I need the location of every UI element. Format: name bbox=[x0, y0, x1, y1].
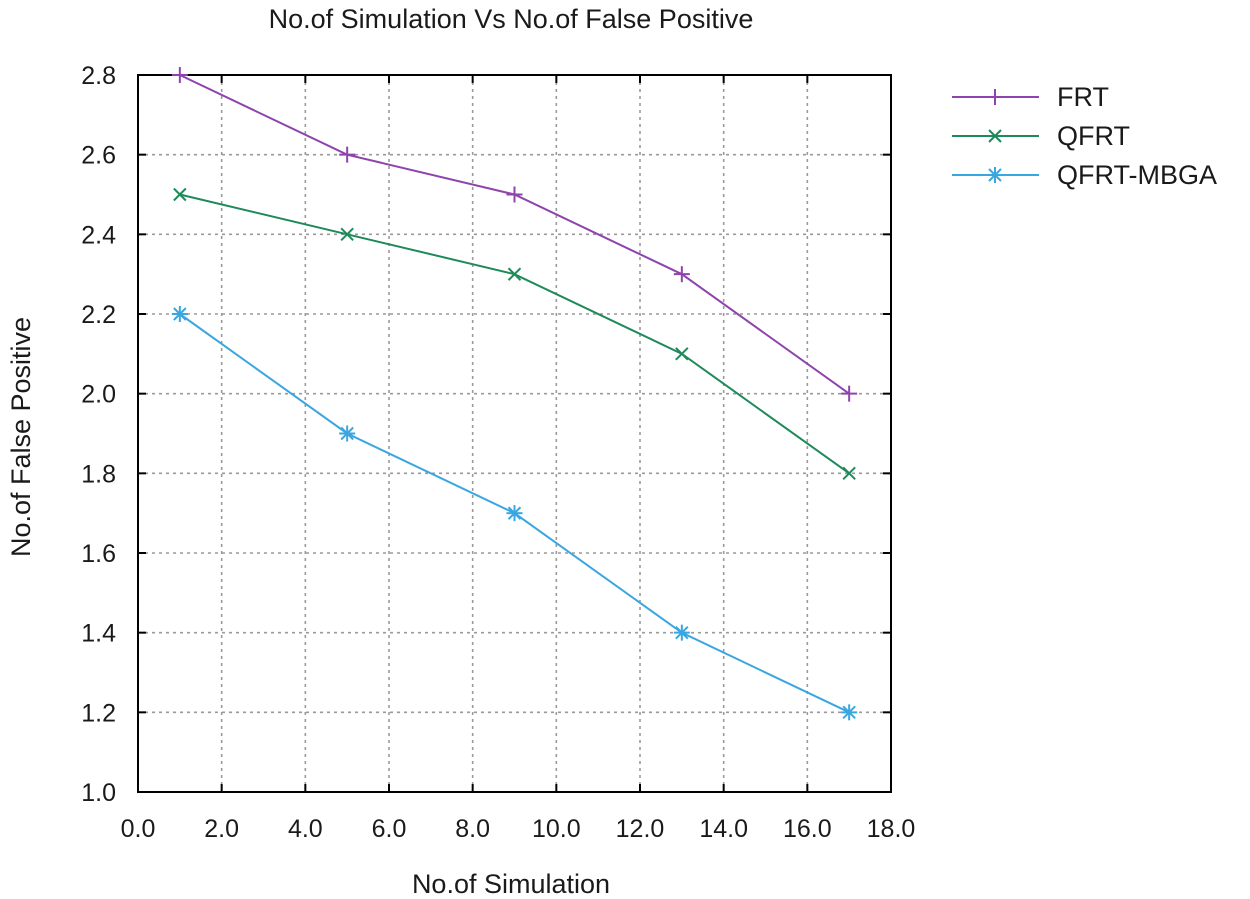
data-point-qfrt bbox=[340, 227, 354, 242]
data-point-qfrt-mbga bbox=[506, 505, 523, 522]
x-tick-label: 16.0 bbox=[783, 815, 832, 843]
legend-marker bbox=[987, 89, 1003, 105]
x-tick-label: 4.0 bbox=[288, 815, 323, 843]
series-qfrt-mbga bbox=[171, 306, 858, 721]
y-tick-label: 1.8 bbox=[81, 460, 116, 488]
y-axis-label: No.of False Positive bbox=[6, 317, 36, 557]
x-tick-label: 6.0 bbox=[372, 815, 407, 843]
x-tick-label: 0.0 bbox=[121, 815, 156, 843]
x-axis-label: No.of Simulation bbox=[412, 869, 610, 899]
series-qfrt bbox=[173, 187, 856, 481]
legend-label: FRT bbox=[1057, 82, 1109, 112]
data-point-frt bbox=[171, 67, 188, 83]
legend-marker bbox=[988, 129, 1002, 143]
data-point-frt bbox=[339, 146, 356, 163]
y-tick-label: 2.4 bbox=[81, 221, 116, 249]
x-tick-label: 8.0 bbox=[455, 815, 490, 843]
series-lines bbox=[171, 67, 858, 721]
data-point-qfrt-mbga bbox=[841, 704, 858, 721]
legend-item-qfrt-mbga: QFRT-MBGA bbox=[952, 160, 1217, 190]
axis-ticks bbox=[137, 74, 892, 793]
y-tick-label: 1.4 bbox=[81, 620, 116, 648]
data-point-qfrt bbox=[173, 187, 187, 202]
data-point-qfrt bbox=[507, 267, 522, 281]
y-tick-label: 1.0 bbox=[81, 779, 116, 807]
data-point-qfrt bbox=[842, 466, 856, 481]
data-point-qfrt-mbga bbox=[171, 306, 188, 322]
y-tick-label: 2.0 bbox=[81, 381, 116, 409]
legend-item-frt: FRT bbox=[952, 82, 1109, 112]
chart-title: No.of Simulation Vs No.of False Positive bbox=[269, 4, 754, 34]
grid-lines bbox=[138, 75, 891, 792]
legend-item-qfrt: QFRT bbox=[952, 121, 1130, 151]
series-line-qfrt bbox=[179, 193, 850, 475]
x-tick-label: 14.0 bbox=[699, 815, 748, 843]
legend-label: QFRT bbox=[1057, 121, 1130, 151]
tick-labels: 0.0 2.0 4.0 6.0 8.0 10.0 12.0 14.0 16.0 18.0 1.0 1.… bbox=[81, 62, 915, 843]
y-tick-label: 2.2 bbox=[81, 301, 116, 329]
y-tick-label: 1.6 bbox=[81, 540, 116, 568]
y-tick-label: 1.2 bbox=[81, 699, 116, 727]
x-tick-label: 18.0 bbox=[867, 815, 916, 843]
data-point-qfrt-mbga bbox=[339, 425, 356, 442]
data-point-qfrt-mbga bbox=[673, 624, 690, 641]
data-point-frt bbox=[673, 266, 690, 283]
data-point-frt bbox=[506, 186, 523, 203]
legend-marker bbox=[987, 167, 1003, 183]
plot-frame bbox=[137, 74, 892, 793]
data-point-qfrt bbox=[675, 347, 689, 361]
series-frt bbox=[171, 67, 858, 402]
y-tick-label: 2.6 bbox=[81, 142, 116, 170]
legend: FRT QFRT QFRT-MBGA bbox=[952, 82, 1217, 190]
x-tick-label: 10.0 bbox=[532, 815, 581, 843]
y-tick-label: 2.8 bbox=[81, 62, 116, 90]
legend-label: QFRT-MBGA bbox=[1057, 160, 1217, 190]
x-tick-label: 12.0 bbox=[616, 815, 665, 843]
x-tick-label: 2.0 bbox=[204, 815, 239, 843]
data-point-frt bbox=[841, 385, 858, 402]
